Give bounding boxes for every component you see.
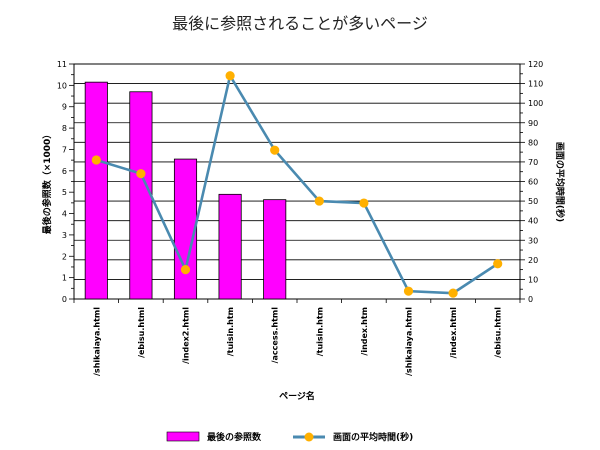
line-marker <box>403 286 414 296</box>
right-tick-label: 0 <box>528 295 533 304</box>
bar <box>263 199 287 300</box>
right-tick-label: 20 <box>528 256 538 265</box>
x-axis: /shikaiaya.html/ebisu.html/index2.html/t… <box>73 299 521 376</box>
right-tick-label: 50 <box>528 197 538 206</box>
right-tick-label: 100 <box>528 99 543 108</box>
bar <box>129 91 153 300</box>
left-tick-label: 6 <box>62 167 67 176</box>
legend-swatch-bar <box>166 431 200 442</box>
left-tick-label: 10 <box>57 81 67 90</box>
bar <box>84 81 108 300</box>
line-marker <box>180 265 191 275</box>
x-tick-label: /tuisin.htm <box>315 307 324 356</box>
line-series <box>91 71 503 298</box>
right-tick-label: 60 <box>528 178 538 187</box>
line-marker <box>270 145 280 155</box>
right-tick-label: 40 <box>528 217 538 226</box>
x-tick-label: /index2.html <box>182 307 191 364</box>
x-axis-label: ページ名 <box>279 390 315 402</box>
left-tick-label: 11 <box>57 60 67 69</box>
legend-label-line: 画面の平均時間(秒) <box>333 431 413 443</box>
left-tick-label: 5 <box>62 188 67 197</box>
right-tick-label: 120 <box>528 60 543 69</box>
right-tick-label: 110 <box>528 80 543 89</box>
left-tick-label: 2 <box>62 252 67 261</box>
left-tick-label: 0 <box>62 295 67 304</box>
line-marker <box>136 169 146 179</box>
line-marker <box>91 155 101 165</box>
x-tick-label: /index.htm <box>360 307 369 356</box>
right-tick-label: 70 <box>528 158 538 167</box>
bar-series <box>84 81 287 300</box>
legend-label-bar: 最後の参照数 <box>207 431 262 443</box>
x-tick-label: /access.html <box>271 307 280 364</box>
left-tick-label: 4 <box>62 210 67 219</box>
right-tick-label: 90 <box>528 119 538 128</box>
line-marker <box>359 198 369 208</box>
bar <box>173 158 198 300</box>
chart-title: 最後に参照されることが多いページ <box>172 14 428 33</box>
line-marker <box>225 71 235 81</box>
right-tick-label: 80 <box>528 138 538 147</box>
x-tick-label: /shikaiaya.html <box>405 307 414 376</box>
left-axis: 0 1 2 3 4 5 6 7 8 9 10 11 <box>57 60 75 304</box>
right-tick-label: 30 <box>528 236 538 245</box>
bar <box>218 193 242 300</box>
right-tick-label: 10 <box>528 275 538 284</box>
left-tick-label: 1 <box>62 274 67 283</box>
left-tick-label: 7 <box>62 145 67 154</box>
line-marker <box>314 196 324 206</box>
line-marker <box>493 259 503 269</box>
legend-swatch-marker <box>304 432 314 442</box>
right-axis: 0 10 20 30 40 50 60 70 80 90 100 110 120 <box>519 60 543 304</box>
x-tick-label: /ebisu.html <box>137 307 146 358</box>
x-tick-label: /index.html <box>449 307 458 359</box>
x-tick-label: /ebisu.html <box>494 307 503 358</box>
left-tick-label: 8 <box>62 124 67 133</box>
left-tick-label: 9 <box>62 103 67 112</box>
y1-axis-label: 最後の参照数（×1000） <box>41 130 53 235</box>
legend: 最後の参照数 画面の平均時間(秒) <box>166 431 413 443</box>
x-tick-label: /tuisin.htm <box>226 307 235 356</box>
left-tick-label: 3 <box>62 231 67 240</box>
line-marker <box>448 288 458 298</box>
series-line <box>95 72 499 295</box>
y2-axis-label: 画面の平均時間(秒) <box>554 142 566 222</box>
x-tick-label: /shikaiaya.html <box>92 307 101 376</box>
